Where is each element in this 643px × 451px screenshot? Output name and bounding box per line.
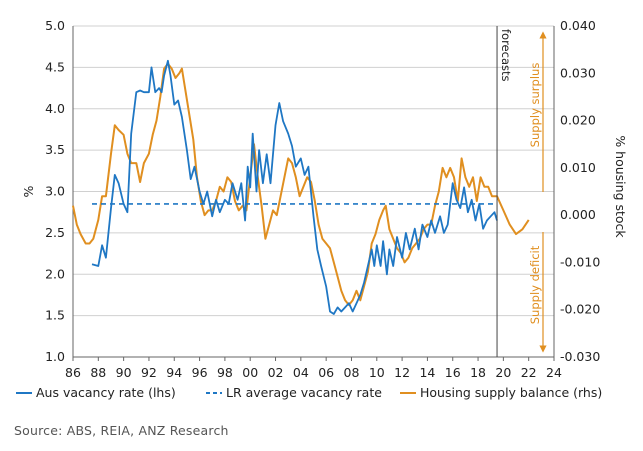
vacancy-rate-line xyxy=(91,59,498,315)
x-tick-label: 98 xyxy=(217,365,233,380)
y-left-tick-label: 3.5 xyxy=(45,142,65,157)
y-right-tick-label: -0.010 xyxy=(560,254,600,269)
x-tick-label: 06 xyxy=(318,365,334,380)
y-right-tick-label: 0.030 xyxy=(560,65,596,80)
legend: Aus vacancy rate (lhs) LR average vacancy… xyxy=(16,385,602,400)
y-right-tick-label: 0.010 xyxy=(560,160,596,175)
y-right-tick-label: 0.000 xyxy=(560,207,596,222)
y-right-axis-title: % housing stock xyxy=(613,135,628,238)
x-tick-label: 24 xyxy=(546,365,562,380)
gridlines xyxy=(73,25,554,317)
annotations: forecasts Supply surplus Supply deficit xyxy=(496,26,547,357)
x-tick-label: 86 xyxy=(65,365,81,380)
x-tick-label: 94 xyxy=(166,365,182,380)
y-left-tick-label: 3.0 xyxy=(45,184,65,199)
x-tick-label: 04 xyxy=(293,365,309,380)
x-tick-label: 92 xyxy=(141,365,157,380)
legend-label: Housing supply balance (rhs) xyxy=(420,385,602,400)
supply-surplus-label: Supply surplus xyxy=(528,63,542,148)
y-right-tick-label: -0.030 xyxy=(560,349,600,364)
source-note: Source: ABS, REIA, ANZ Research xyxy=(14,423,229,438)
y-left-tick-label: 4.0 xyxy=(45,101,65,116)
x-tick-label: 00 xyxy=(242,365,258,380)
y-right-tick-label: 0.020 xyxy=(560,113,596,128)
x-tick-label: 02 xyxy=(268,365,284,380)
series-layer xyxy=(72,59,530,315)
y-left-tick-label: 2.0 xyxy=(45,266,65,281)
x-tick-label: 90 xyxy=(116,365,132,380)
housing-supply-balance-line xyxy=(72,62,530,306)
x-tick-label: 96 xyxy=(192,365,208,380)
x-tick-label: 20 xyxy=(495,365,511,380)
x-tick-label: 16 xyxy=(445,365,461,380)
axes: 1.0 1.5 2.0 2.5 3.0 3.5 4.0 4.5 5.0 -0.030 -0.020 -… xyxy=(21,18,628,380)
x-tick-label: 88 xyxy=(90,365,106,380)
x-tick-label: 08 xyxy=(344,365,360,380)
x-tick-label: 18 xyxy=(470,365,486,380)
x-tick-label: 10 xyxy=(369,365,385,380)
legend-label: LR average vacancy rate xyxy=(226,385,382,400)
x-tick-label: 14 xyxy=(419,365,435,380)
y-left-tick-label: 1.0 xyxy=(45,349,65,364)
y-left-tick-label: 1.5 xyxy=(45,308,65,323)
x-tick-label: 22 xyxy=(521,365,537,380)
legend-label: Aus vacancy rate (lhs) xyxy=(36,385,176,400)
y-right-tick-label: 0.040 xyxy=(560,18,596,33)
x-tick-label: 12 xyxy=(394,365,410,380)
y-left-tick-label: 5.0 xyxy=(45,18,65,33)
supply-deficit-label: Supply deficit xyxy=(528,245,542,324)
y-left-axis-title: % xyxy=(21,185,36,197)
forecasts-label: forecasts xyxy=(499,29,513,82)
y-left-tick-label: 2.5 xyxy=(45,225,65,240)
y-right-tick-label: -0.020 xyxy=(560,302,600,317)
y-left-tick-label: 4.5 xyxy=(45,59,65,74)
